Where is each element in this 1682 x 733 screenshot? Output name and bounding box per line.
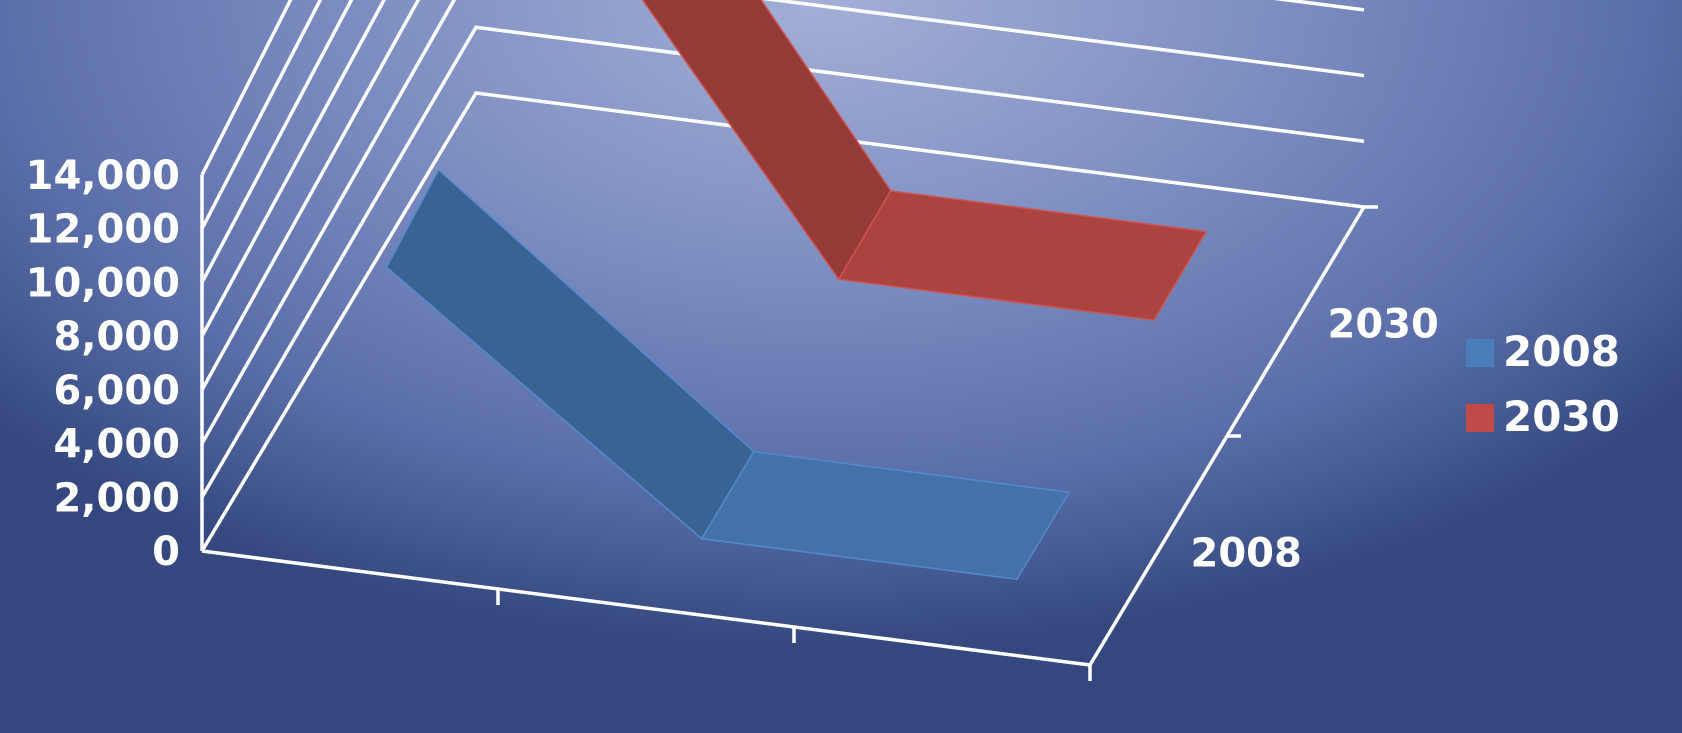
ribbon-segment xyxy=(700,450,1071,581)
y-tick-label: 6,000 xyxy=(53,368,180,414)
legend-label: 2030 xyxy=(1503,392,1620,441)
legend-swatch xyxy=(1466,404,1494,432)
axes xyxy=(200,175,1378,681)
y-tick-label: 14,000 xyxy=(26,153,180,199)
gridline xyxy=(200,0,1365,445)
gridline xyxy=(200,91,1365,552)
legend-swatch xyxy=(1466,339,1494,367)
y-tick-label: 2,000 xyxy=(53,475,180,521)
y-tick-label: 8,000 xyxy=(53,314,180,360)
gridlines xyxy=(200,0,1365,552)
ribbon-segment xyxy=(837,190,1208,321)
gridline xyxy=(200,0,387,337)
y-tick-label: 10,000 xyxy=(26,260,180,306)
gridline xyxy=(200,0,354,284)
series-ribbons xyxy=(385,0,1208,581)
gridline xyxy=(200,0,1365,391)
gridline xyxy=(200,0,323,230)
series-ribbon xyxy=(385,168,1071,581)
legend-label: 2008 xyxy=(1503,327,1620,376)
y-axis-tick-labels: 0 2,000 4,000 6,000 8,000 10,000 12,000 14,000 xyxy=(26,153,180,575)
y-tick-label: 12,000 xyxy=(26,207,180,253)
ribbon-segment xyxy=(385,168,755,540)
gridline xyxy=(200,25,1365,499)
series-ribbon xyxy=(641,0,1208,321)
depth-axis-labels: 2008 2030 xyxy=(1191,302,1439,577)
legend: 2008 2030 xyxy=(1466,327,1620,441)
depth-label: 2030 xyxy=(1328,302,1439,348)
y-tick-label: 0 xyxy=(152,529,180,575)
depth-label: 2008 xyxy=(1191,531,1302,577)
x-axis-line xyxy=(201,549,1091,667)
y-tick-label: 4,000 xyxy=(53,422,180,468)
